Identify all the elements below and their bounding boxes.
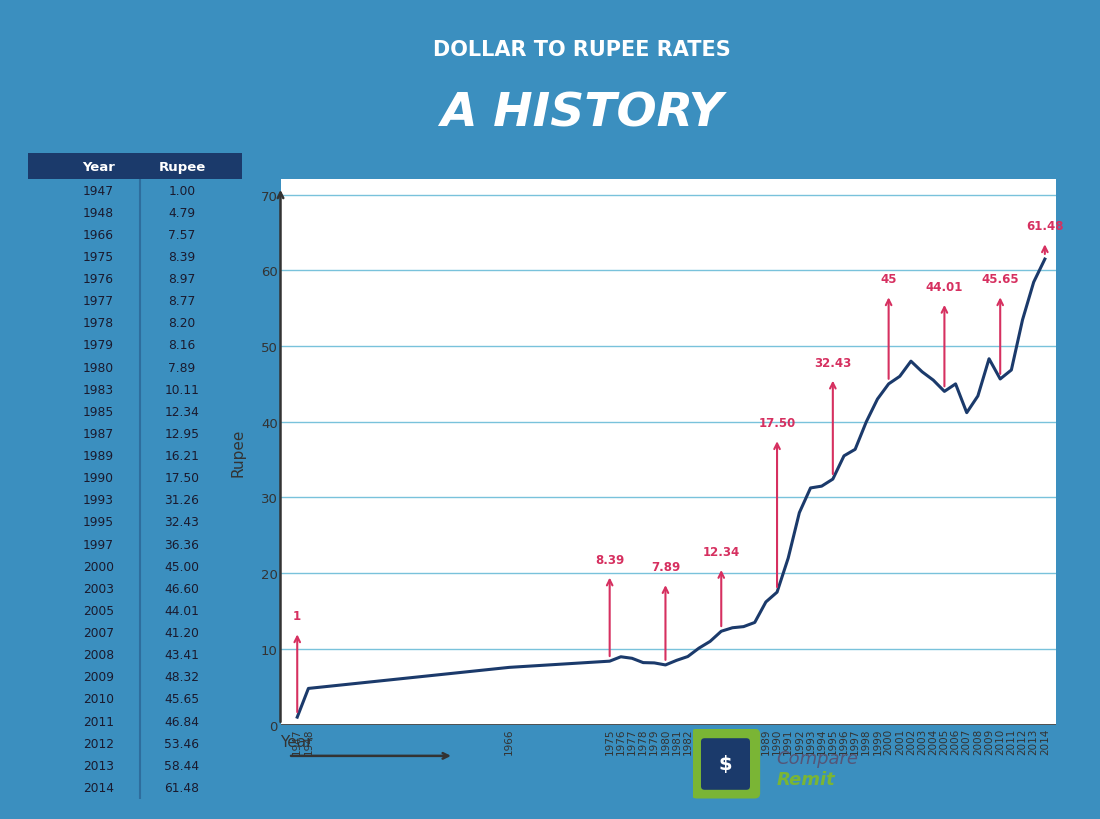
Text: 8.16: 8.16 [168, 339, 196, 352]
Text: 2005: 2005 [82, 604, 113, 618]
Text: 1.00: 1.00 [168, 184, 196, 197]
Text: 1978: 1978 [82, 317, 113, 330]
Text: 1976: 1976 [82, 273, 113, 286]
Text: 1995: 1995 [82, 516, 113, 529]
Text: 1947: 1947 [82, 184, 113, 197]
Text: 36.36: 36.36 [165, 538, 199, 551]
FancyBboxPatch shape [691, 729, 760, 799]
Text: 12.95: 12.95 [164, 428, 199, 441]
Text: Year: Year [280, 734, 314, 749]
Text: 1977: 1977 [82, 295, 113, 308]
Text: 46.84: 46.84 [164, 715, 199, 727]
Text: 2000: 2000 [82, 560, 113, 573]
Text: Rupee: Rupee [158, 161, 206, 174]
Text: DOLLAR TO RUPEE RATES: DOLLAR TO RUPEE RATES [432, 40, 730, 60]
Text: 8.39: 8.39 [595, 553, 625, 566]
Text: 12.34: 12.34 [703, 545, 740, 559]
Text: 1948: 1948 [82, 206, 113, 219]
Text: 1979: 1979 [82, 339, 113, 352]
Text: 1966: 1966 [82, 229, 113, 242]
Text: 1987: 1987 [82, 428, 113, 441]
Text: 48.32: 48.32 [164, 671, 199, 684]
Text: 10.11: 10.11 [165, 383, 199, 396]
Text: 1: 1 [294, 609, 301, 622]
Text: 1985: 1985 [82, 405, 114, 419]
Text: 31.26: 31.26 [165, 494, 199, 507]
Text: 12.34: 12.34 [165, 405, 199, 419]
Text: 1989: 1989 [82, 450, 113, 463]
Text: 4.79: 4.79 [168, 206, 196, 219]
Text: 45.00: 45.00 [164, 560, 199, 573]
Text: 8.77: 8.77 [168, 295, 196, 308]
Text: 2007: 2007 [82, 627, 113, 640]
Text: 8.20: 8.20 [168, 317, 196, 330]
Text: 2010: 2010 [82, 693, 113, 706]
Text: 32.43: 32.43 [165, 516, 199, 529]
Text: 32.43: 32.43 [814, 356, 851, 369]
FancyBboxPatch shape [701, 738, 750, 790]
Text: 7.89: 7.89 [168, 361, 196, 374]
Text: 2008: 2008 [82, 649, 113, 662]
Text: 41.20: 41.20 [165, 627, 199, 640]
Text: 17.50: 17.50 [758, 417, 795, 430]
Text: 2003: 2003 [82, 582, 113, 595]
Text: 17.50: 17.50 [164, 472, 199, 485]
Text: 45: 45 [880, 273, 896, 286]
Text: 1980: 1980 [82, 361, 113, 374]
Text: 2012: 2012 [82, 737, 113, 749]
Text: 1990: 1990 [82, 472, 113, 485]
Text: 53.46: 53.46 [164, 737, 199, 749]
Text: 45.65: 45.65 [981, 273, 1019, 286]
Text: 2009: 2009 [82, 671, 113, 684]
Text: 45.65: 45.65 [164, 693, 199, 706]
Text: 8.97: 8.97 [168, 273, 196, 286]
Text: 2011: 2011 [82, 715, 113, 727]
Text: 2014: 2014 [82, 781, 113, 794]
Text: 44.01: 44.01 [165, 604, 199, 618]
Text: 2013: 2013 [82, 759, 113, 771]
Bar [28, 154, 242, 179]
Text: 44.01: 44.01 [926, 281, 964, 294]
Text: 7.89: 7.89 [651, 560, 680, 573]
Text: Compare: Compare [777, 749, 858, 767]
Text: 16.21: 16.21 [165, 450, 199, 463]
Text: 58.44: 58.44 [164, 759, 199, 771]
Text: $: $ [718, 754, 733, 773]
Text: 61.48: 61.48 [164, 781, 199, 794]
Text: 46.60: 46.60 [165, 582, 199, 595]
Text: 1997: 1997 [82, 538, 113, 551]
Text: 1993: 1993 [82, 494, 113, 507]
Text: 8.39: 8.39 [168, 251, 196, 264]
Text: A HISTORY: A HISTORY [440, 91, 723, 136]
Text: Rupee: Rupee [230, 428, 245, 477]
Text: 1975: 1975 [82, 251, 113, 264]
Text: 61.48: 61.48 [1026, 220, 1064, 233]
Text: 7.57: 7.57 [168, 229, 196, 242]
Text: Year: Year [81, 161, 114, 174]
Text: Remit: Remit [777, 771, 835, 789]
Text: 43.41: 43.41 [165, 649, 199, 662]
Text: 1983: 1983 [82, 383, 113, 396]
